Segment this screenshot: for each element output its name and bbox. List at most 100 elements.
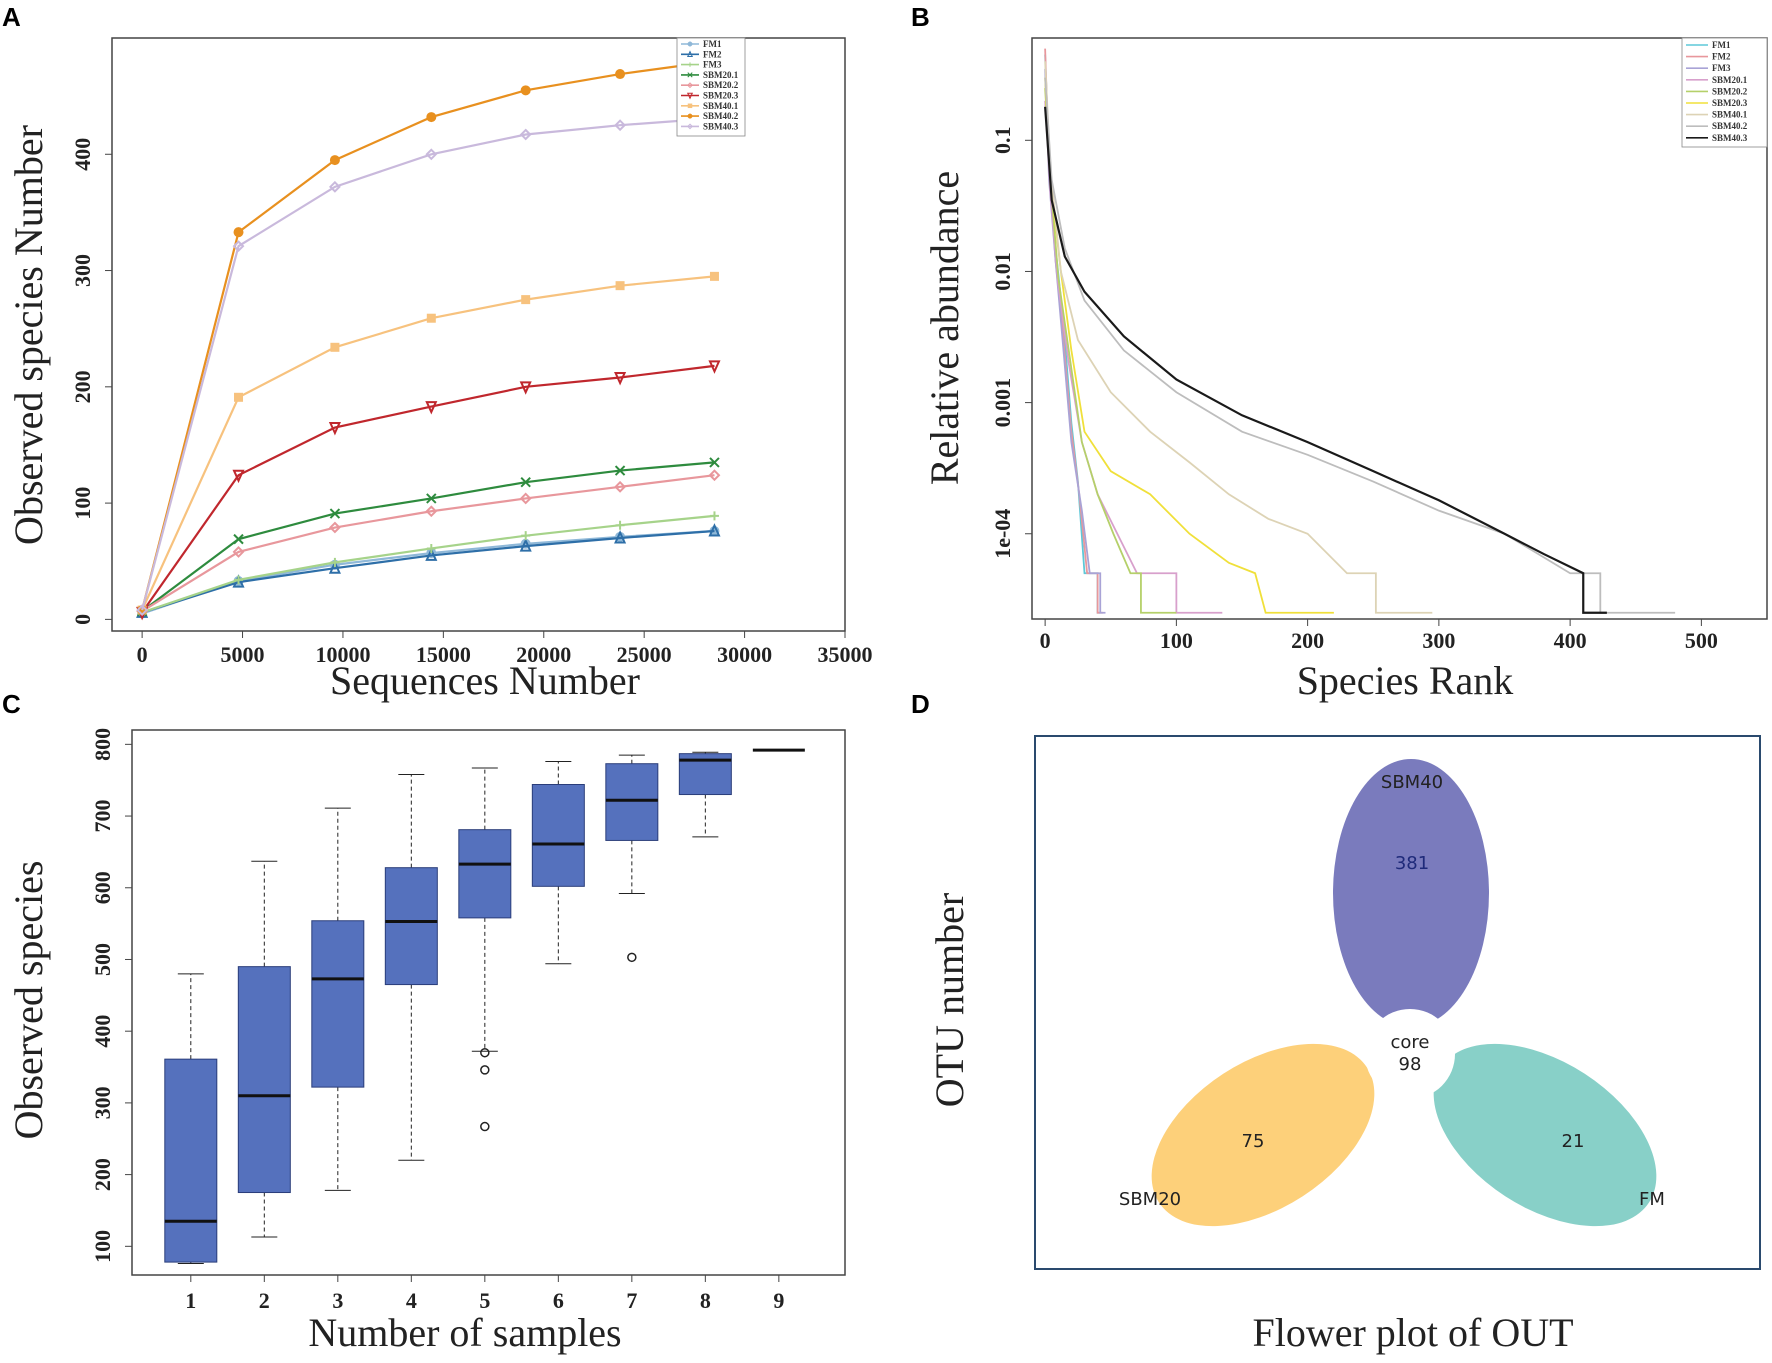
data-point: [329, 155, 340, 166]
box-5: [458, 767, 512, 1132]
box-body: [458, 829, 512, 919]
y-axis-title-d: OTU number: [927, 893, 972, 1107]
x-tick-label: 5000: [221, 642, 265, 667]
y-tick-label: 700: [90, 800, 115, 833]
legend-label: FM2: [703, 49, 722, 59]
series-SBM40.1: [1044, 61, 1433, 614]
data-point: [328, 180, 341, 193]
data-point: [614, 119, 626, 132]
x-tick-label: 30000: [717, 642, 772, 667]
plot-frame-a: [111, 37, 846, 632]
series-FM3: [1044, 68, 1106, 614]
x-axis-title-b: Species Rank: [1297, 658, 1514, 703]
plot-frame-c: [131, 729, 846, 1276]
series-SBM40.2: [1044, 77, 1676, 614]
data-point: [232, 469, 245, 484]
data-point: [519, 538, 532, 552]
data-point: [232, 546, 245, 558]
outlier-point: [480, 1047, 490, 1058]
legend-label: SBM40.3: [703, 121, 739, 131]
y-tick-label: 600: [90, 871, 115, 904]
flower-title: Flower plot of OUT: [1252, 1310, 1573, 1355]
x-tick-label: 400: [1554, 628, 1587, 653]
petal-label-sbm20: SBM20: [1119, 1189, 1181, 1210]
data-point: [234, 392, 244, 402]
data-point: [233, 533, 244, 545]
core-label: core: [1391, 1032, 1430, 1053]
y-tick-label: 1e-04: [990, 509, 1015, 559]
legend-label: SBM20.3: [1712, 98, 1748, 108]
box-body: [605, 763, 659, 841]
series-SBM40.1: [137, 271, 719, 615]
x-tick-label: 200: [1291, 628, 1324, 653]
data-point: [687, 41, 693, 47]
series-SBM20.2: [1044, 88, 1177, 614]
data-point: [234, 575, 244, 585]
y-tick-label: 0.01: [990, 252, 1015, 291]
series-line: [141, 117, 715, 611]
data-point: [519, 492, 532, 505]
box-body: [164, 1058, 218, 1263]
box-8: [678, 751, 732, 838]
x-tick-label: 5: [479, 1288, 490, 1313]
series-SBM20.2: [136, 469, 721, 618]
data-point: [426, 493, 437, 504]
x-tick-label: 2: [259, 1288, 270, 1313]
box-body: [237, 966, 291, 1194]
x-tick-label: 1: [185, 1288, 196, 1313]
data-point: [687, 123, 693, 130]
outlier-point: [480, 1121, 490, 1132]
plot-frame-b: [1031, 37, 1768, 620]
y-tick-label: 800: [90, 728, 115, 761]
x-tick-label: 0: [137, 642, 148, 667]
x-axis-title-a: Sequences Number: [330, 658, 640, 703]
x-tick-label: 8: [700, 1288, 711, 1313]
x-tick-label: 300: [1422, 628, 1455, 653]
data-point: [686, 92, 694, 100]
box-2: [237, 860, 291, 1238]
series-SBM20.3: [1044, 77, 1334, 614]
outlier-point: [627, 952, 637, 963]
series-line: [141, 474, 715, 613]
x-tick-label: 6: [553, 1288, 564, 1313]
legend-label: SBM20.1: [1712, 75, 1748, 85]
data-point: [615, 520, 625, 530]
data-point: [614, 465, 626, 476]
petal-label-fm: FM: [1639, 1189, 1665, 1210]
data-point: [426, 313, 436, 323]
y-tick-label: 400: [70, 138, 95, 171]
box-body: [531, 784, 585, 887]
legend-label: FM1: [1712, 40, 1731, 50]
series-FM1: [137, 526, 720, 619]
y-tick-label: 500: [90, 943, 115, 976]
data-point: [614, 480, 626, 493]
legend-label: FM3: [1712, 63, 1731, 73]
core-value: 98: [1399, 1054, 1422, 1075]
x-tick-label: 10000: [315, 642, 370, 667]
data-point: [708, 523, 721, 537]
y-tick-label: 0.1: [990, 127, 1015, 155]
data-point: [136, 604, 149, 616]
legend-label: FM2: [1712, 52, 1731, 62]
box-body: [311, 920, 365, 1088]
x-tick-label: 500: [1685, 628, 1718, 653]
y-axis-title-b: Relative abundance: [922, 171, 967, 485]
data-point: [426, 543, 436, 553]
legend-label: SBM40.3: [1712, 133, 1748, 143]
legend-label: SBM20.2: [703, 80, 739, 90]
petal-value-sbm20: 75: [1242, 1131, 1265, 1152]
data-point: [329, 508, 341, 519]
series-FM2: [136, 523, 721, 618]
legend-label: SBM40.2: [703, 111, 739, 121]
series-FM2: [1044, 48, 1103, 614]
x-tick-label: 25000: [617, 642, 672, 667]
panel-a: A 0 5000 10000 15000 20000 25000 30000 35000 0 10…: [2, 2, 873, 703]
x-tick-label: 20000: [516, 642, 571, 667]
y-tick-label: 300: [90, 1086, 115, 1119]
data-point: [615, 281, 625, 291]
x-tick-label: 35000: [818, 642, 873, 667]
data-point: [709, 271, 719, 281]
y-tick-label: 200: [70, 370, 95, 403]
data-point: [614, 530, 627, 544]
y-tick-label: 0: [70, 614, 95, 625]
